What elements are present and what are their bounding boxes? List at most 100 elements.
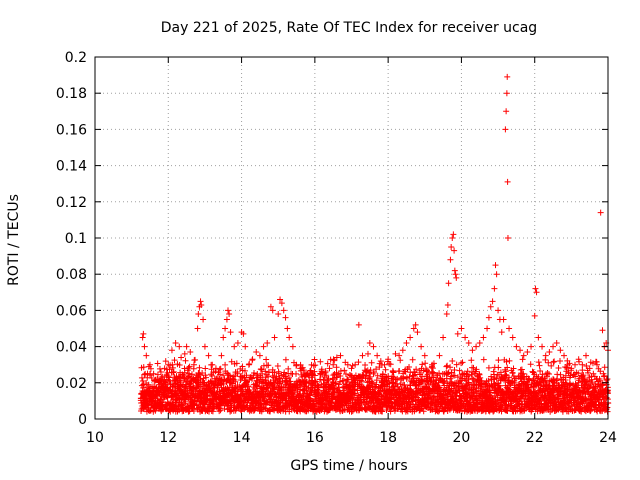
data-point: [436, 384, 443, 391]
data-point: [440, 334, 447, 341]
data-point: [289, 343, 296, 350]
data-point: [183, 381, 190, 388]
data-point: [333, 354, 340, 361]
data-point: [502, 126, 509, 133]
data-point: [557, 371, 564, 378]
data-point: [222, 325, 229, 332]
data-point: [271, 334, 278, 341]
data-point: [520, 370, 527, 377]
data-point: [209, 372, 216, 379]
data-point: [181, 375, 188, 382]
data-point: [476, 371, 483, 378]
data-point: [322, 368, 329, 375]
data-point: [473, 366, 480, 373]
data-point: [447, 364, 454, 371]
data-point: [166, 366, 173, 373]
y-tick-label: 0: [78, 412, 87, 428]
data-point: [223, 316, 230, 323]
data-point: [222, 361, 229, 368]
data-point: [216, 366, 223, 373]
data-point: [367, 367, 374, 374]
data-point: [336, 381, 343, 388]
data-point: [317, 358, 324, 365]
data-point: [148, 375, 155, 382]
data-point: [138, 374, 145, 381]
data-point: [590, 370, 597, 377]
data-point: [187, 349, 194, 356]
data-point: [202, 372, 209, 379]
x-axis-label: GPS time / hours: [290, 458, 407, 474]
y-tick-label: 0.16: [56, 122, 87, 138]
data-point: [503, 90, 510, 97]
y-tick-labels: 0 0.02 0.04 0.06 0.08 0.1 0.12 0.14 0.16 0.18 0.2: [56, 50, 87, 428]
y-tick-label: 0.04: [56, 340, 87, 356]
data-point: [373, 377, 380, 384]
data-point: [578, 408, 585, 415]
data-point: [355, 359, 362, 366]
data-point: [545, 359, 552, 366]
data-point: [227, 408, 234, 415]
data-point: [202, 374, 209, 381]
data-point: [585, 369, 592, 376]
data-point: [192, 356, 199, 363]
data-point: [329, 375, 336, 382]
data-point: [531, 312, 538, 319]
data-point: [328, 398, 335, 405]
data-point: [518, 366, 525, 373]
data-point: [392, 376, 399, 383]
data-point: [197, 298, 204, 305]
x-tick-label: 10: [86, 430, 104, 446]
data-point: [453, 361, 460, 368]
data-point: [199, 369, 206, 376]
data-point: [355, 321, 362, 328]
data-point: [403, 374, 410, 381]
data-point: [535, 334, 542, 341]
data-point: [511, 379, 518, 386]
data-point: [168, 347, 175, 354]
data-point: [451, 267, 458, 274]
data-point: [599, 382, 606, 389]
data-point: [140, 330, 147, 337]
data-point: [279, 378, 286, 385]
data-point: [190, 361, 197, 368]
data-point: [564, 361, 571, 368]
data-point: [458, 325, 465, 332]
data-point: [265, 373, 272, 380]
data-point: [194, 325, 201, 332]
data-point: [374, 372, 381, 379]
data-point: [444, 301, 451, 308]
data-point: [600, 373, 607, 380]
data-point: [258, 366, 265, 373]
data-point: [370, 343, 377, 350]
data-point: [450, 231, 457, 238]
x-tick-label: 18: [379, 430, 397, 446]
data-point: [271, 369, 278, 376]
data-point: [579, 373, 586, 380]
data-point: [478, 377, 485, 384]
data-point: [351, 390, 358, 397]
data-point: [387, 361, 394, 368]
data-point: [176, 361, 183, 368]
data-point: [422, 365, 429, 372]
data-point: [369, 379, 376, 386]
data-point: [480, 356, 487, 363]
data-point: [182, 400, 189, 407]
data-point: [251, 405, 258, 412]
data-point: [542, 352, 549, 359]
data-point: [286, 334, 293, 341]
data-point: [176, 343, 183, 350]
data-point: [249, 375, 256, 382]
data-point: [141, 371, 148, 378]
data-point: [162, 358, 169, 365]
data-point: [456, 367, 463, 374]
data-point: [274, 363, 281, 370]
data-point: [300, 393, 307, 400]
data-point: [293, 361, 300, 368]
data-point: [451, 385, 458, 392]
data-point: [568, 365, 575, 372]
data-point: [412, 321, 419, 328]
data-point: [154, 360, 161, 367]
data-point: [572, 361, 579, 368]
data-point: [537, 367, 544, 374]
data-point: [220, 334, 227, 341]
